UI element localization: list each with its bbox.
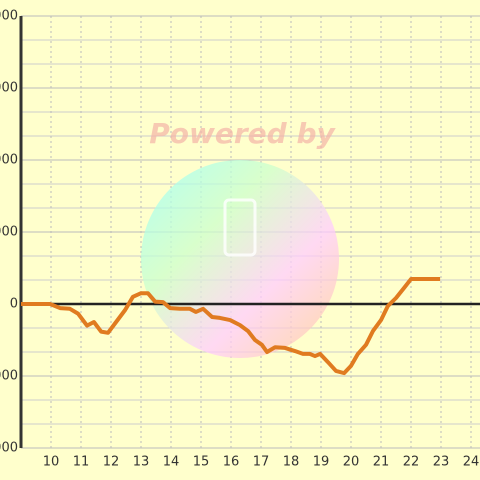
- x-tick-label: 12: [103, 455, 120, 470]
- y-tick-label: 12,000: [0, 9, 18, 24]
- watermark-logo: [141, 160, 339, 358]
- y-tick-label: -6,000: [0, 441, 18, 456]
- x-tick-label: 15: [193, 455, 210, 470]
- x-tick-label: 23: [433, 455, 450, 470]
- x-tick-label: 20: [343, 455, 360, 470]
- x-tick-label: 13: [133, 455, 150, 470]
- y-tick-label: 6,000: [0, 153, 18, 168]
- watermark: Powered by: [149, 117, 336, 150]
- x-tick-label: 18: [283, 455, 300, 470]
- y-tick-label: -3,000: [0, 369, 18, 384]
- y-tick-label: 0: [10, 297, 18, 312]
- x-tick-label: 14: [163, 455, 180, 470]
- x-tick-label: 19: [313, 455, 330, 470]
- y-tick-label: 3,000: [0, 225, 18, 240]
- x-tick-label: 16: [223, 455, 240, 470]
- x-tick-label: 24: [463, 455, 480, 470]
- x-tick-label: 11: [73, 455, 90, 470]
- y-tick-label: 9,000: [0, 81, 18, 96]
- x-tick-label: 21: [373, 455, 390, 470]
- series-line: [21, 277, 441, 376]
- watermark-icon: [223, 198, 257, 257]
- x-tick-label: 22: [403, 455, 420, 470]
- x-tick-label: 17: [253, 455, 270, 470]
- x-tick-label: 10: [43, 455, 60, 470]
